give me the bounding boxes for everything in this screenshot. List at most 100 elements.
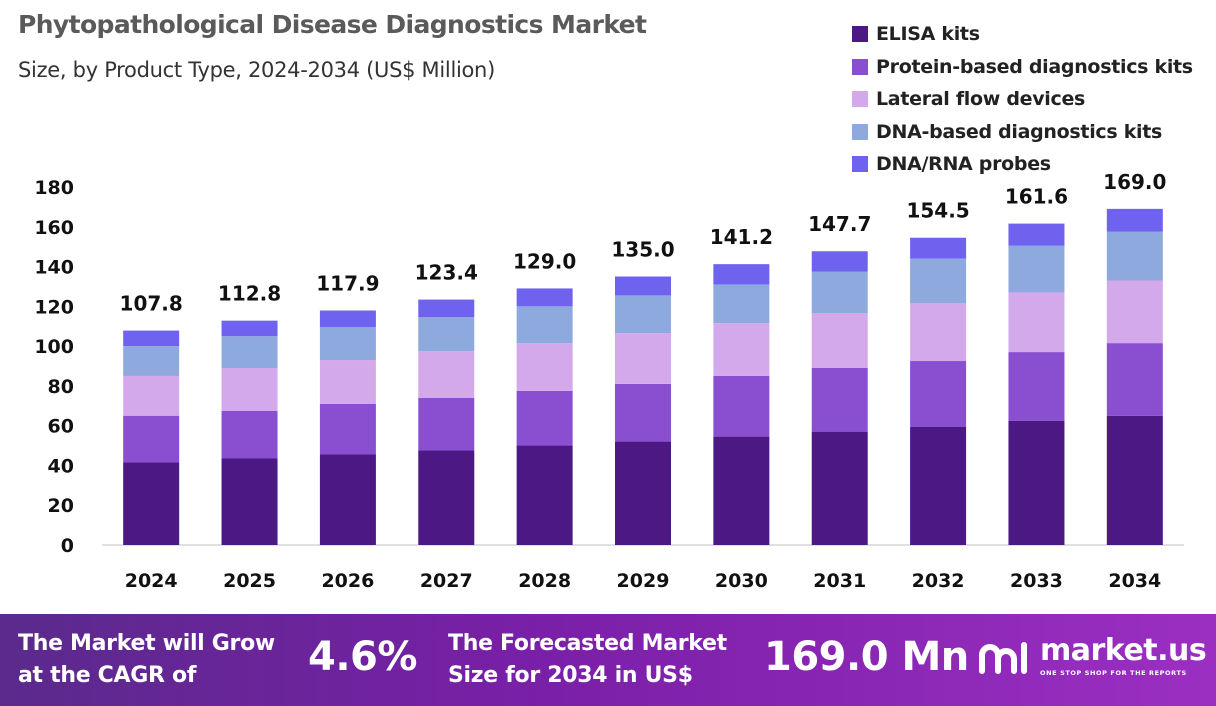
bar-segment: [221, 367, 278, 411]
bar-segment: [1008, 292, 1065, 353]
forecast-label: The Forecasted Market Size for 2034 in U…: [448, 628, 727, 692]
bar-segment: [1008, 352, 1065, 421]
bar-segment: [713, 323, 770, 376]
legend-swatch-dna-based-diagnostics-kits: [852, 123, 868, 140]
data-label: 135.0: [611, 238, 674, 262]
bar-segment: [811, 313, 868, 368]
bar-segment: [418, 317, 475, 352]
bar-segment: [615, 295, 671, 334]
bar-segment: [811, 431, 868, 545]
bar-segment: [418, 397, 475, 451]
legend-swatch-lateral-flow-devices: [852, 91, 868, 108]
data-label: 123.4: [415, 261, 478, 285]
x-tick-label: 2025: [223, 570, 276, 592]
bar-segment: [319, 327, 376, 361]
legend-item-dna-based-diagnostics-kits: DNA-based diagnostics kits: [852, 116, 1193, 149]
data-label: 147.7: [808, 212, 871, 236]
bar-segment: [516, 306, 573, 344]
x-tick-label: 2034: [1108, 570, 1161, 592]
legend-item-protein-based-diagnostics-kits: Protein-based diagnostics kits: [852, 51, 1193, 84]
logo-tagline: ONE STOP SHOP FOR THE REPORTS: [1040, 669, 1187, 677]
bar-segment: [1008, 420, 1065, 545]
x-tick-label: 2029: [617, 570, 670, 592]
data-label: 107.8: [120, 292, 183, 316]
chart-legend: ELISA kits Protein-based diagnostics kit…: [852, 18, 1193, 181]
bar-segment: [1106, 343, 1163, 416]
bar-segment: [1106, 280, 1163, 344]
bar-segment: [910, 426, 967, 545]
bar-segment: [516, 288, 573, 307]
legend-label-elisa-kits: ELISA kits: [876, 23, 980, 46]
forecast-value: 169.0 Mn: [764, 634, 969, 680]
bar-segment: [811, 367, 868, 432]
legend-label-lateral-flow-devices: Lateral flow devices: [876, 88, 1086, 111]
market-us-logo-icon: [979, 641, 1027, 674]
x-tick-label: 2024: [125, 570, 178, 592]
x-tick-label: 2026: [321, 570, 374, 592]
bar-segment: [516, 445, 573, 545]
y-tick-label: 20: [48, 495, 74, 517]
bar-segment: [910, 237, 967, 259]
bar-segment: [221, 320, 278, 337]
logo-name: market.us: [1040, 633, 1207, 668]
bar-segment: [123, 415, 180, 463]
legend-item-lateral-flow-devices: Lateral flow devices: [852, 83, 1193, 116]
bar-segment: [615, 383, 671, 442]
bar-segment: [713, 264, 770, 285]
summary-banner: The Market will Grow at the CAGR of 4.6%…: [0, 614, 1216, 706]
bar-segment: [516, 343, 573, 391]
bar-segment: [713, 375, 770, 437]
bar-segment: [1008, 245, 1065, 293]
x-tick-label: 2033: [1010, 570, 1063, 592]
bar-segment: [713, 436, 770, 545]
x-tick-label: 2031: [813, 570, 866, 592]
bar-segment: [1106, 231, 1163, 281]
y-tick-label: 180: [34, 177, 74, 199]
stacked-bar-chart: 0 20 40 60 80 100 120 140 160 180 107.8 2024 112.8 20…: [34, 170, 1184, 592]
cagr-label: The Market will Grow at the CAGR of: [18, 628, 275, 692]
bar-segment: [615, 333, 671, 384]
bar-segment: [910, 258, 967, 304]
bar-segment: [910, 361, 967, 427]
data-label: 117.9: [316, 272, 379, 296]
cagr-label-line-2: at the CAGR of: [18, 663, 197, 688]
bar-segment: [516, 390, 573, 446]
legend-label-dna-rna-probes: DNA/RNA probes: [876, 153, 1051, 176]
cagr-label-line-1: The Market will Grow: [18, 631, 275, 656]
data-label: 129.0: [513, 249, 576, 273]
bar-segment: [123, 375, 180, 416]
data-label: 161.6: [1005, 185, 1068, 209]
data-label: 112.8: [218, 282, 281, 306]
bar-segment: [221, 458, 278, 545]
x-tick-label: 2028: [518, 570, 571, 592]
x-tick-label: 2027: [420, 570, 473, 592]
bar-segment: [319, 454, 376, 545]
legend-label-dna-based-diagnostics-kits: DNA-based diagnostics kits: [876, 120, 1163, 143]
x-tick-label: 2032: [912, 570, 965, 592]
bar-segment: [1106, 208, 1163, 232]
bar-segment: [418, 450, 475, 545]
y-tick-label: 160: [34, 217, 74, 239]
bar-segment: [418, 299, 475, 318]
y-tick-label: 80: [48, 376, 74, 398]
y-tick-label: 40: [48, 455, 74, 477]
bar-segment: [418, 351, 475, 398]
y-tick-label: 60: [48, 416, 74, 438]
bar-segment: [615, 441, 671, 545]
bar-segment: [221, 410, 278, 459]
data-label: 141.2: [710, 225, 773, 249]
market-us-logo: market.us ONE STOP SHOP FOR THE REPORTS: [978, 633, 1207, 677]
data-label: 169.0: [1103, 170, 1166, 194]
legend-item-dna-rna-probes: DNA/RNA probes: [852, 148, 1193, 181]
cagr-value: 4.6%: [308, 634, 417, 680]
bar-segment: [713, 284, 770, 324]
bar-segment: [319, 360, 376, 404]
forecast-label-line-1: The Forecasted Market: [448, 631, 727, 656]
bar-segment: [123, 462, 180, 545]
y-tick-label: 0: [61, 535, 74, 557]
legend-label-protein-based-diagnostics-kits: Protein-based diagnostics kits: [876, 55, 1193, 78]
bar-segment: [1106, 415, 1163, 545]
y-tick-label: 140: [34, 257, 74, 279]
data-label: 154.5: [906, 199, 969, 223]
bar-segment: [1008, 223, 1065, 246]
